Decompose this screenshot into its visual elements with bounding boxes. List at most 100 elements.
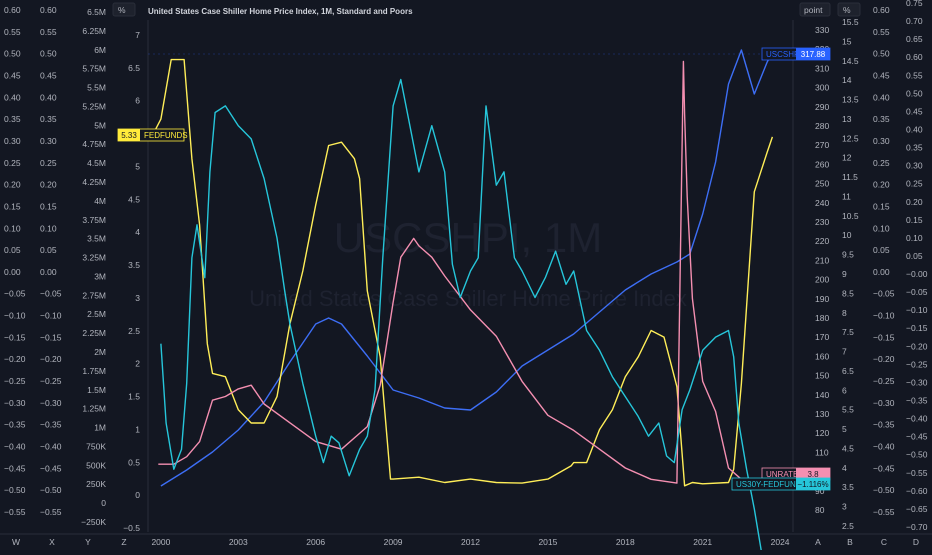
left-scale-c-label: 5.75M	[82, 64, 106, 74]
left-scale-d-label: 6	[135, 96, 140, 106]
right-scale-e-label: −0.25	[873, 376, 895, 386]
right-scale-e-label: 0.15	[873, 201, 890, 211]
left-scale-b-label: −0.35	[40, 420, 62, 430]
left-scale-b-label: −0.15	[40, 332, 62, 342]
left-scale-c-label: 6.5M	[87, 7, 106, 17]
right-scale-f-label: −0.60	[906, 486, 928, 496]
left-scale-a-label: 0.60	[4, 5, 21, 15]
left-scale-a-label: −0.15	[4, 332, 26, 342]
series-line-uscshpi	[160, 49, 775, 487]
right-pct-label: 7.5	[842, 327, 854, 337]
right-scale-e-label: −0.40	[873, 442, 895, 452]
pane-letter-label: Z	[121, 537, 126, 547]
right-point-unit-box[interactable]	[799, 2, 831, 17]
right-point-label: 170	[815, 332, 829, 342]
right-pct-label: 3.5	[842, 482, 854, 492]
right-point-label: 260	[815, 159, 829, 169]
left-scale-c-label: −250K	[81, 517, 106, 527]
left-scale-d-label: 5	[135, 161, 140, 171]
right-scale-e-label: 0.35	[873, 114, 890, 124]
price-tag-value: 3.8	[807, 470, 819, 479]
right-scale-e-label: 0.30	[873, 136, 890, 146]
pane-letter-label: X	[49, 537, 55, 547]
right-point-label: 250	[815, 179, 829, 189]
left-scale-b-label: −0.40	[40, 442, 62, 452]
left-scale-d-label: 1.5	[128, 392, 140, 402]
left-scale-c-label: 4.5M	[87, 158, 106, 168]
left-scale-c-label: 2.5M	[87, 309, 106, 319]
right-point-label: 130	[815, 409, 829, 419]
chart-title: United States Case Shiller Home Price In…	[148, 7, 413, 16]
right-point-label: 200	[815, 275, 829, 285]
right-scale-e-label: 0.00	[873, 267, 890, 277]
series-line-us30y-fedfunds	[160, 78, 763, 555]
left-scale-d-label: 2	[135, 359, 140, 369]
right-point-label: 210	[815, 255, 829, 265]
right-point-unit-label: point	[804, 5, 823, 15]
right-point-label: 140	[815, 390, 829, 400]
right-pct-label: 10	[842, 230, 852, 240]
left-scale-c-label: 2.75M	[82, 290, 106, 300]
right-pct-label: 2.5	[842, 521, 854, 531]
left-scale-d-label: 4.5	[128, 194, 140, 204]
right-pct-label: 14.5	[842, 56, 859, 66]
pane-letter-label: B	[847, 537, 853, 547]
left-scale-b-label: −0.25	[40, 376, 62, 386]
left-scale-b-label: 0.10	[40, 223, 57, 233]
left-scale-a-label: 0.10	[4, 223, 21, 233]
left-scale-c-label: 5M	[94, 120, 106, 130]
right-pct-label: 6	[842, 385, 847, 395]
right-scale-f-label: 0.60	[906, 52, 923, 62]
left-scale-c-label: 1.25M	[82, 404, 106, 414]
price-tag-name: UNRATE	[766, 470, 798, 479]
right-scale-f-label: 0.70	[906, 16, 923, 26]
left-scale-a-label: 0.35	[4, 114, 21, 124]
right-scale-e-label: −0.20	[873, 354, 895, 364]
right-pct-label: 10.5	[842, 211, 859, 221]
left-scale-b-label: 0.30	[40, 136, 57, 146]
x-tick-label: 2000	[151, 537, 170, 547]
left-scale-d-label: 6.5	[128, 63, 140, 73]
right-pct-label: 15	[842, 36, 852, 46]
right-scale-f-label: 0.05	[906, 251, 923, 261]
left-unit-box[interactable]	[112, 2, 136, 17]
left-scale-b-label: 0.45	[40, 70, 57, 80]
right-scale-e-label: 0.10	[873, 223, 890, 233]
pane-letter-label: D	[913, 537, 919, 547]
left-scale-b-label: 0.25	[40, 158, 57, 168]
right-pct-label: 8.5	[842, 288, 854, 298]
left-scale-d-label: 0	[135, 490, 140, 500]
series-line-fedfunds	[149, 58, 774, 487]
right-pct-label: 4.5	[842, 443, 854, 453]
left-scale-a-label: −0.50	[4, 485, 26, 495]
right-pct-label: 3	[842, 502, 847, 512]
left-scale-c-label: 4M	[94, 196, 106, 206]
right-point-label: 110	[815, 447, 829, 457]
left-scale-a-label: 0.25	[4, 158, 21, 168]
right-point-label: 270	[815, 140, 829, 150]
right-scale-f-label: −0.20	[906, 341, 928, 351]
right-scale-f-label: 0.20	[906, 197, 923, 207]
left-scale-d-label: −0.5	[123, 523, 140, 533]
right-pct-unit-box[interactable]	[837, 2, 861, 17]
right-point-label: 190	[815, 294, 829, 304]
x-tick-label: 2018	[616, 537, 635, 547]
x-tick-label: 2024	[771, 537, 790, 547]
left-scale-c-label: 2M	[94, 347, 106, 357]
left-scale-c-label: 3.75M	[82, 215, 106, 225]
right-scale-e-label: 0.60	[873, 5, 890, 15]
right-pct-label: 7	[842, 347, 847, 357]
right-scale-f-label: −0.25	[906, 359, 928, 369]
left-scale-c-label: 250K	[86, 479, 106, 489]
right-scale-e-label: −0.45	[873, 463, 895, 473]
left-scale-a-label: 0.50	[4, 49, 21, 59]
left-scale-b-label: −0.05	[40, 289, 62, 299]
left-scale-a-label: 0.40	[4, 92, 21, 102]
left-scale-c-label: 4.75M	[82, 139, 106, 149]
right-scale-e-label: −0.30	[873, 398, 895, 408]
right-pct-label: 9	[842, 269, 847, 279]
right-scale-f-label: −0.55	[906, 468, 928, 478]
watermark-symbol: USCSHPI, 1M	[334, 214, 602, 261]
right-pct-label: 14	[842, 75, 852, 85]
left-scale-b-label: 0.35	[40, 114, 57, 124]
